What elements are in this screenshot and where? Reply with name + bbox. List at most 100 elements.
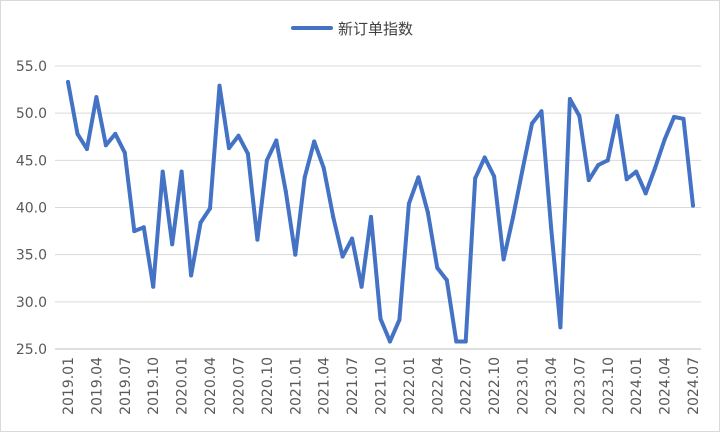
data-point <box>141 225 146 230</box>
x-tick-label: 2021.01 <box>288 357 304 415</box>
x-tick-label: 2020.10 <box>260 357 276 415</box>
x-tick-label: 2022.10 <box>487 357 503 415</box>
data-point <box>350 236 355 241</box>
data-point <box>577 113 582 118</box>
data-point <box>530 121 535 126</box>
data-point <box>331 214 336 219</box>
data-point <box>482 155 487 160</box>
data-point <box>245 151 250 156</box>
x-tick-label: 2024.04 <box>658 357 674 415</box>
data-point <box>662 137 667 142</box>
data-point <box>312 139 317 144</box>
y-tick-label: 50.0 <box>16 106 47 122</box>
data-point <box>264 158 269 163</box>
data-point <box>558 325 563 330</box>
data-point <box>189 273 194 278</box>
x-tick-label: 2019.01 <box>61 357 77 415</box>
data-point <box>179 169 184 174</box>
data-point <box>473 176 478 181</box>
data-point <box>283 189 288 194</box>
data-point <box>511 214 516 219</box>
data-point <box>653 165 658 170</box>
data-point <box>321 165 326 170</box>
data-point <box>84 147 89 152</box>
data-point <box>615 113 620 118</box>
data-point <box>672 114 677 119</box>
data-point <box>75 131 80 136</box>
x-tick-label: 2024.01 <box>629 357 645 415</box>
x-tick-label: 2023.01 <box>516 357 532 415</box>
data-point <box>681 116 686 121</box>
data-point <box>103 143 108 148</box>
x-tick-label: 2020.01 <box>175 357 191 415</box>
x-tick-label: 2021.07 <box>345 357 361 415</box>
x-tick-label: 2022.04 <box>430 357 446 415</box>
data-point <box>586 178 591 183</box>
data-point <box>208 206 213 211</box>
legend-label: 新订单指数 <box>338 20 413 38</box>
data-point <box>425 210 430 215</box>
x-tick-label: 2021.10 <box>374 357 390 415</box>
data-point <box>463 339 468 344</box>
series-line <box>66 80 695 344</box>
series-group <box>66 80 695 344</box>
data-point <box>122 150 127 155</box>
data-point <box>132 229 137 234</box>
data-point <box>605 158 610 163</box>
data-point <box>634 169 639 174</box>
x-tick-label: 2022.01 <box>402 357 418 415</box>
data-point <box>567 97 572 102</box>
data-point <box>643 191 648 196</box>
data-point <box>170 242 175 247</box>
data-point <box>539 109 544 114</box>
data-point <box>369 214 374 219</box>
data-point <box>387 339 392 344</box>
x-tick-label: 2023.10 <box>601 357 617 415</box>
y-axis-tick-labels: 25.0 30.0 35.0 40.0 45.0 50.0 55.0 <box>16 59 47 358</box>
legend: 新订单指数 <box>291 20 413 38</box>
data-point <box>151 284 156 289</box>
data-point <box>596 163 601 168</box>
x-axis-tick-labels: 2019.01 2019.04 2019.07 2019.10 2020.01 2020.… <box>61 357 702 415</box>
y-tick-label: 30.0 <box>16 295 47 311</box>
data-point <box>274 138 279 143</box>
data-point <box>435 265 440 270</box>
data-point <box>198 220 203 225</box>
data-point <box>406 201 411 206</box>
data-point <box>94 95 99 100</box>
x-tick-label: 2023.04 <box>544 357 560 415</box>
data-point <box>66 80 70 85</box>
x-tick-label: 2020.04 <box>203 357 219 415</box>
data-point <box>397 317 402 322</box>
data-point <box>359 284 364 289</box>
y-tick-label: 45.0 <box>16 153 47 169</box>
x-tick-label: 2023.07 <box>572 357 588 415</box>
data-point <box>378 316 383 321</box>
y-tick-label: 40.0 <box>16 201 47 217</box>
x-tick-label: 2019.04 <box>89 357 105 415</box>
data-point <box>691 203 695 208</box>
data-point <box>226 146 231 151</box>
data-point <box>454 339 459 344</box>
data-point <box>302 175 307 180</box>
y-tick-label: 55.0 <box>16 59 47 75</box>
x-tick-label: 2022.07 <box>459 357 475 415</box>
x-tick-label: 2019.07 <box>118 357 134 415</box>
gridlines <box>55 65 701 303</box>
y-tick-label: 25.0 <box>16 342 47 358</box>
x-tick-label: 2020.07 <box>231 357 247 415</box>
data-point <box>340 254 345 259</box>
data-point <box>444 278 449 283</box>
data-point <box>255 237 260 242</box>
data-point <box>416 175 421 180</box>
y-tick-label: 35.0 <box>16 248 47 264</box>
data-point <box>624 177 629 182</box>
data-point <box>520 167 525 172</box>
data-point <box>501 257 506 262</box>
data-point <box>548 224 553 229</box>
data-point <box>217 83 222 88</box>
x-tick-label: 2021.04 <box>317 357 333 415</box>
x-tick-label: 2019.10 <box>146 357 162 415</box>
